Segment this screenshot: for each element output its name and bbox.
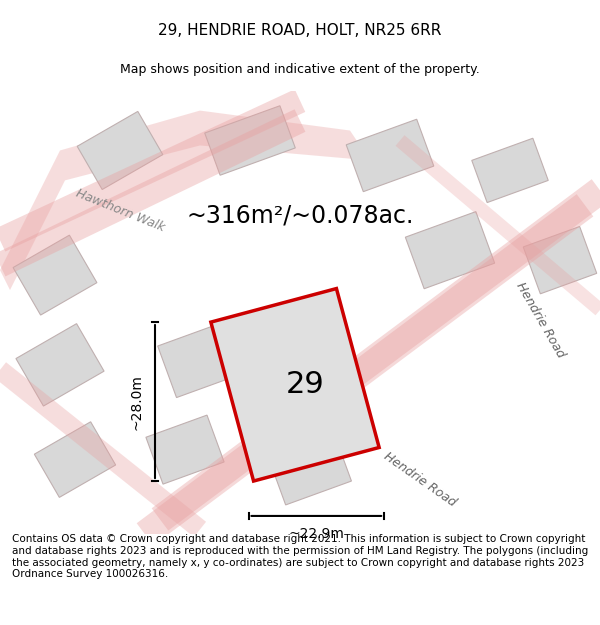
Polygon shape xyxy=(34,422,116,498)
Text: ~316m²/~0.078ac.: ~316m²/~0.078ac. xyxy=(187,203,413,228)
Polygon shape xyxy=(211,289,379,481)
Text: Hawthorn Walk: Hawthorn Walk xyxy=(74,186,166,234)
Polygon shape xyxy=(16,324,104,406)
Text: 29: 29 xyxy=(286,370,325,399)
Polygon shape xyxy=(523,226,597,294)
Text: 29, HENDRIE ROAD, HOLT, NR25 6RR: 29, HENDRIE ROAD, HOLT, NR25 6RR xyxy=(158,22,442,38)
Polygon shape xyxy=(13,235,97,315)
Polygon shape xyxy=(158,322,242,398)
Text: Map shows position and indicative extent of the property.: Map shows position and indicative extent… xyxy=(120,63,480,76)
Text: ~28.0m: ~28.0m xyxy=(130,374,144,429)
Polygon shape xyxy=(406,212,494,289)
Polygon shape xyxy=(77,111,163,189)
Polygon shape xyxy=(205,106,295,175)
Polygon shape xyxy=(346,119,434,192)
Text: Hendrie Road: Hendrie Road xyxy=(382,450,458,509)
Text: Contains OS data © Crown copyright and database right 2021. This information is : Contains OS data © Crown copyright and d… xyxy=(12,534,588,579)
Polygon shape xyxy=(472,138,548,202)
Text: ~22.9m: ~22.9m xyxy=(289,527,344,541)
Polygon shape xyxy=(0,111,370,290)
Text: Hendrie Road: Hendrie Road xyxy=(513,280,567,360)
Polygon shape xyxy=(269,434,352,505)
Polygon shape xyxy=(146,415,224,484)
